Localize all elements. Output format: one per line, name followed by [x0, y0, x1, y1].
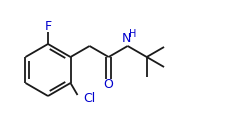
Text: F: F — [44, 21, 52, 34]
Text: O: O — [104, 79, 114, 92]
Text: N: N — [122, 32, 131, 45]
Text: H: H — [129, 29, 136, 39]
Text: Cl: Cl — [83, 92, 96, 105]
